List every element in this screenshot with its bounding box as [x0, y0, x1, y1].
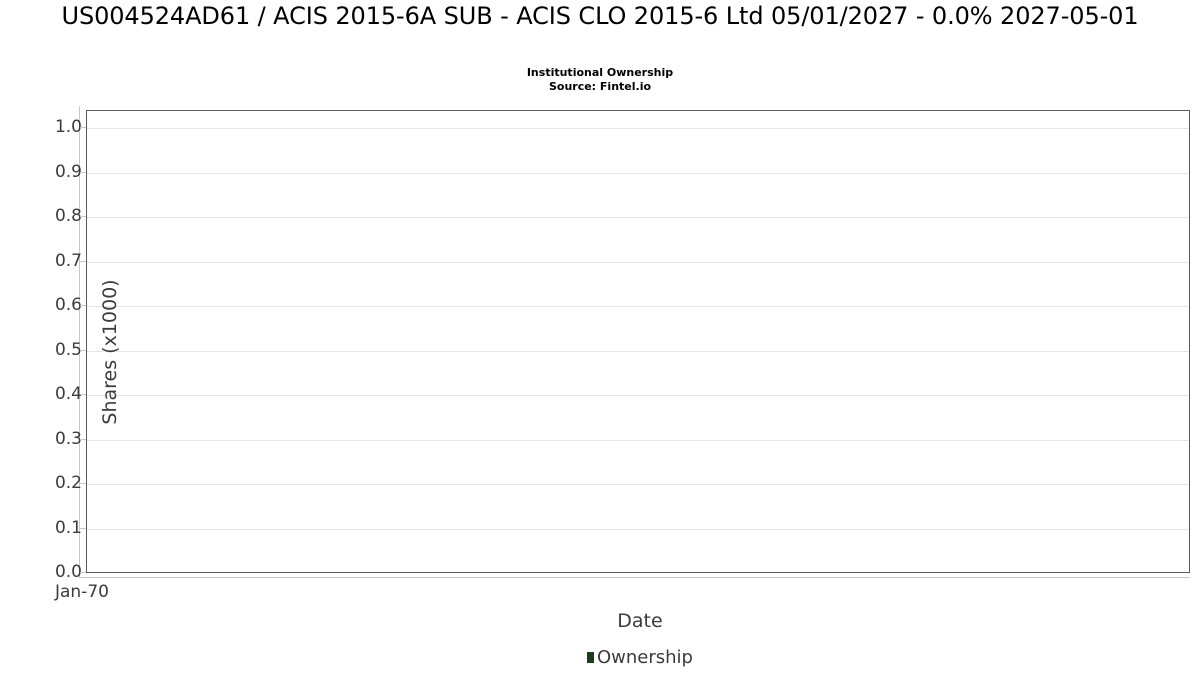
- chart-subtitle: Institutional Ownership Source: Fintel.i…: [0, 66, 1200, 94]
- y-tick-mark: [80, 216, 86, 217]
- y-tick-label: 0.9: [54, 161, 82, 182]
- y-axis-spine: [79, 106, 80, 577]
- gridline: [87, 217, 1189, 218]
- legend-item[interactable]: Ownership: [587, 647, 693, 668]
- y-tick-mark: [80, 171, 86, 173]
- chart-legend: Ownership: [0, 647, 1200, 668]
- chart-title: US004524AD61 / ACIS 2015-6A SUB - ACIS C…: [61, 2, 1139, 30]
- y-axis-title: Shares (x1000): [99, 279, 121, 425]
- y-tick-label: 0.0: [54, 562, 82, 582]
- x-axis-title: Date: [617, 610, 663, 632]
- y-tick-label: 0.8: [54, 206, 82, 226]
- y-tick-mark: [80, 527, 86, 529]
- legend-label: Ownership: [597, 647, 693, 668]
- y-tick-label: 0.3: [54, 428, 82, 449]
- x-axis-spine: [79, 577, 1190, 578]
- gridline: [87, 395, 1189, 396]
- gridline: [87, 484, 1189, 485]
- gridline: [87, 528, 1189, 530]
- y-tick-label: 0.7: [54, 250, 82, 271]
- y-tick-mark: [80, 260, 86, 262]
- legend-swatch-icon: [587, 652, 594, 663]
- chart-subtitle-line: Institutional Ownership: [526, 66, 674, 79]
- x-tick-label: Jan-70: [55, 582, 109, 602]
- y-tick-label: 0.4: [54, 384, 82, 404]
- y-tick-label: 0.5: [54, 339, 82, 360]
- y-tick-mark: [80, 572, 86, 573]
- y-tick-label: 0.1: [54, 517, 82, 538]
- y-tick-mark: [80, 394, 86, 395]
- gridline: [87, 439, 1189, 441]
- gridline: [87, 350, 1189, 352]
- gridlines: [87, 111, 1189, 572]
- gridline: [87, 172, 1189, 174]
- y-tick-mark: [80, 438, 86, 440]
- x-axis-ticks: Jan-70: [0, 582, 1200, 606]
- chart-source-line: Source: Fintel.io: [548, 80, 652, 93]
- plot-area[interactable]: [86, 110, 1190, 573]
- y-tick-label: 1.0: [54, 117, 82, 137]
- series-layer: [87, 111, 1191, 574]
- gridline: [87, 261, 1189, 263]
- y-tick-mark: [80, 127, 86, 128]
- y-tick-mark: [80, 483, 86, 484]
- gridline: [87, 128, 1189, 129]
- y-tick-label: 0.6: [54, 295, 82, 315]
- y-tick-label: 0.2: [54, 473, 82, 493]
- y-tick-mark: [80, 349, 86, 351]
- gridline: [87, 306, 1189, 307]
- y-tick-mark: [80, 305, 86, 306]
